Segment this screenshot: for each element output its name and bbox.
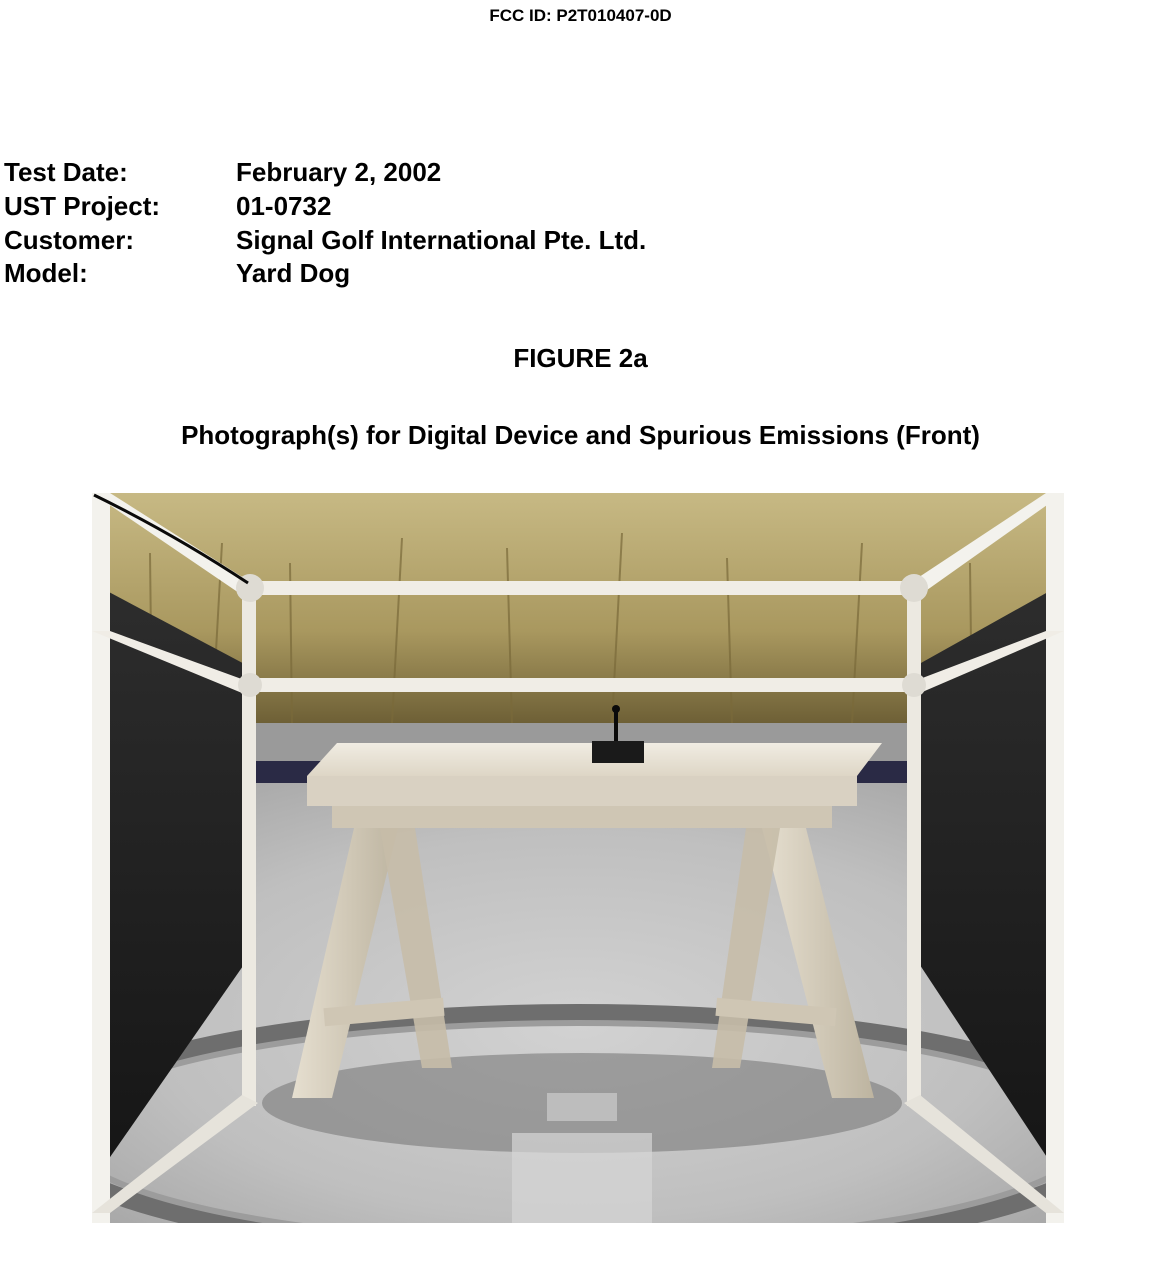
model-label: Model:	[4, 257, 236, 291]
customer-value: Signal Golf International Pte. Ltd.	[236, 224, 646, 258]
test-metadata: Test Date: February 2, 2002 UST Project:…	[0, 26, 1161, 291]
test-setup-photo	[92, 493, 1064, 1223]
ust-project-label: UST Project:	[4, 190, 236, 224]
customer-label: Customer:	[4, 224, 236, 258]
fcc-id-line: FCC ID: P2T010407-0D	[0, 0, 1161, 26]
test-date-label: Test Date:	[4, 156, 236, 190]
ust-project-value: 01-0732	[236, 190, 331, 224]
model-value: Yard Dog	[236, 257, 350, 291]
figure-label: FIGURE 2a	[0, 343, 1161, 374]
figure-caption: Photograph(s) for Digital Device and Spu…	[0, 420, 1161, 451]
test-date-value: February 2, 2002	[236, 156, 441, 190]
